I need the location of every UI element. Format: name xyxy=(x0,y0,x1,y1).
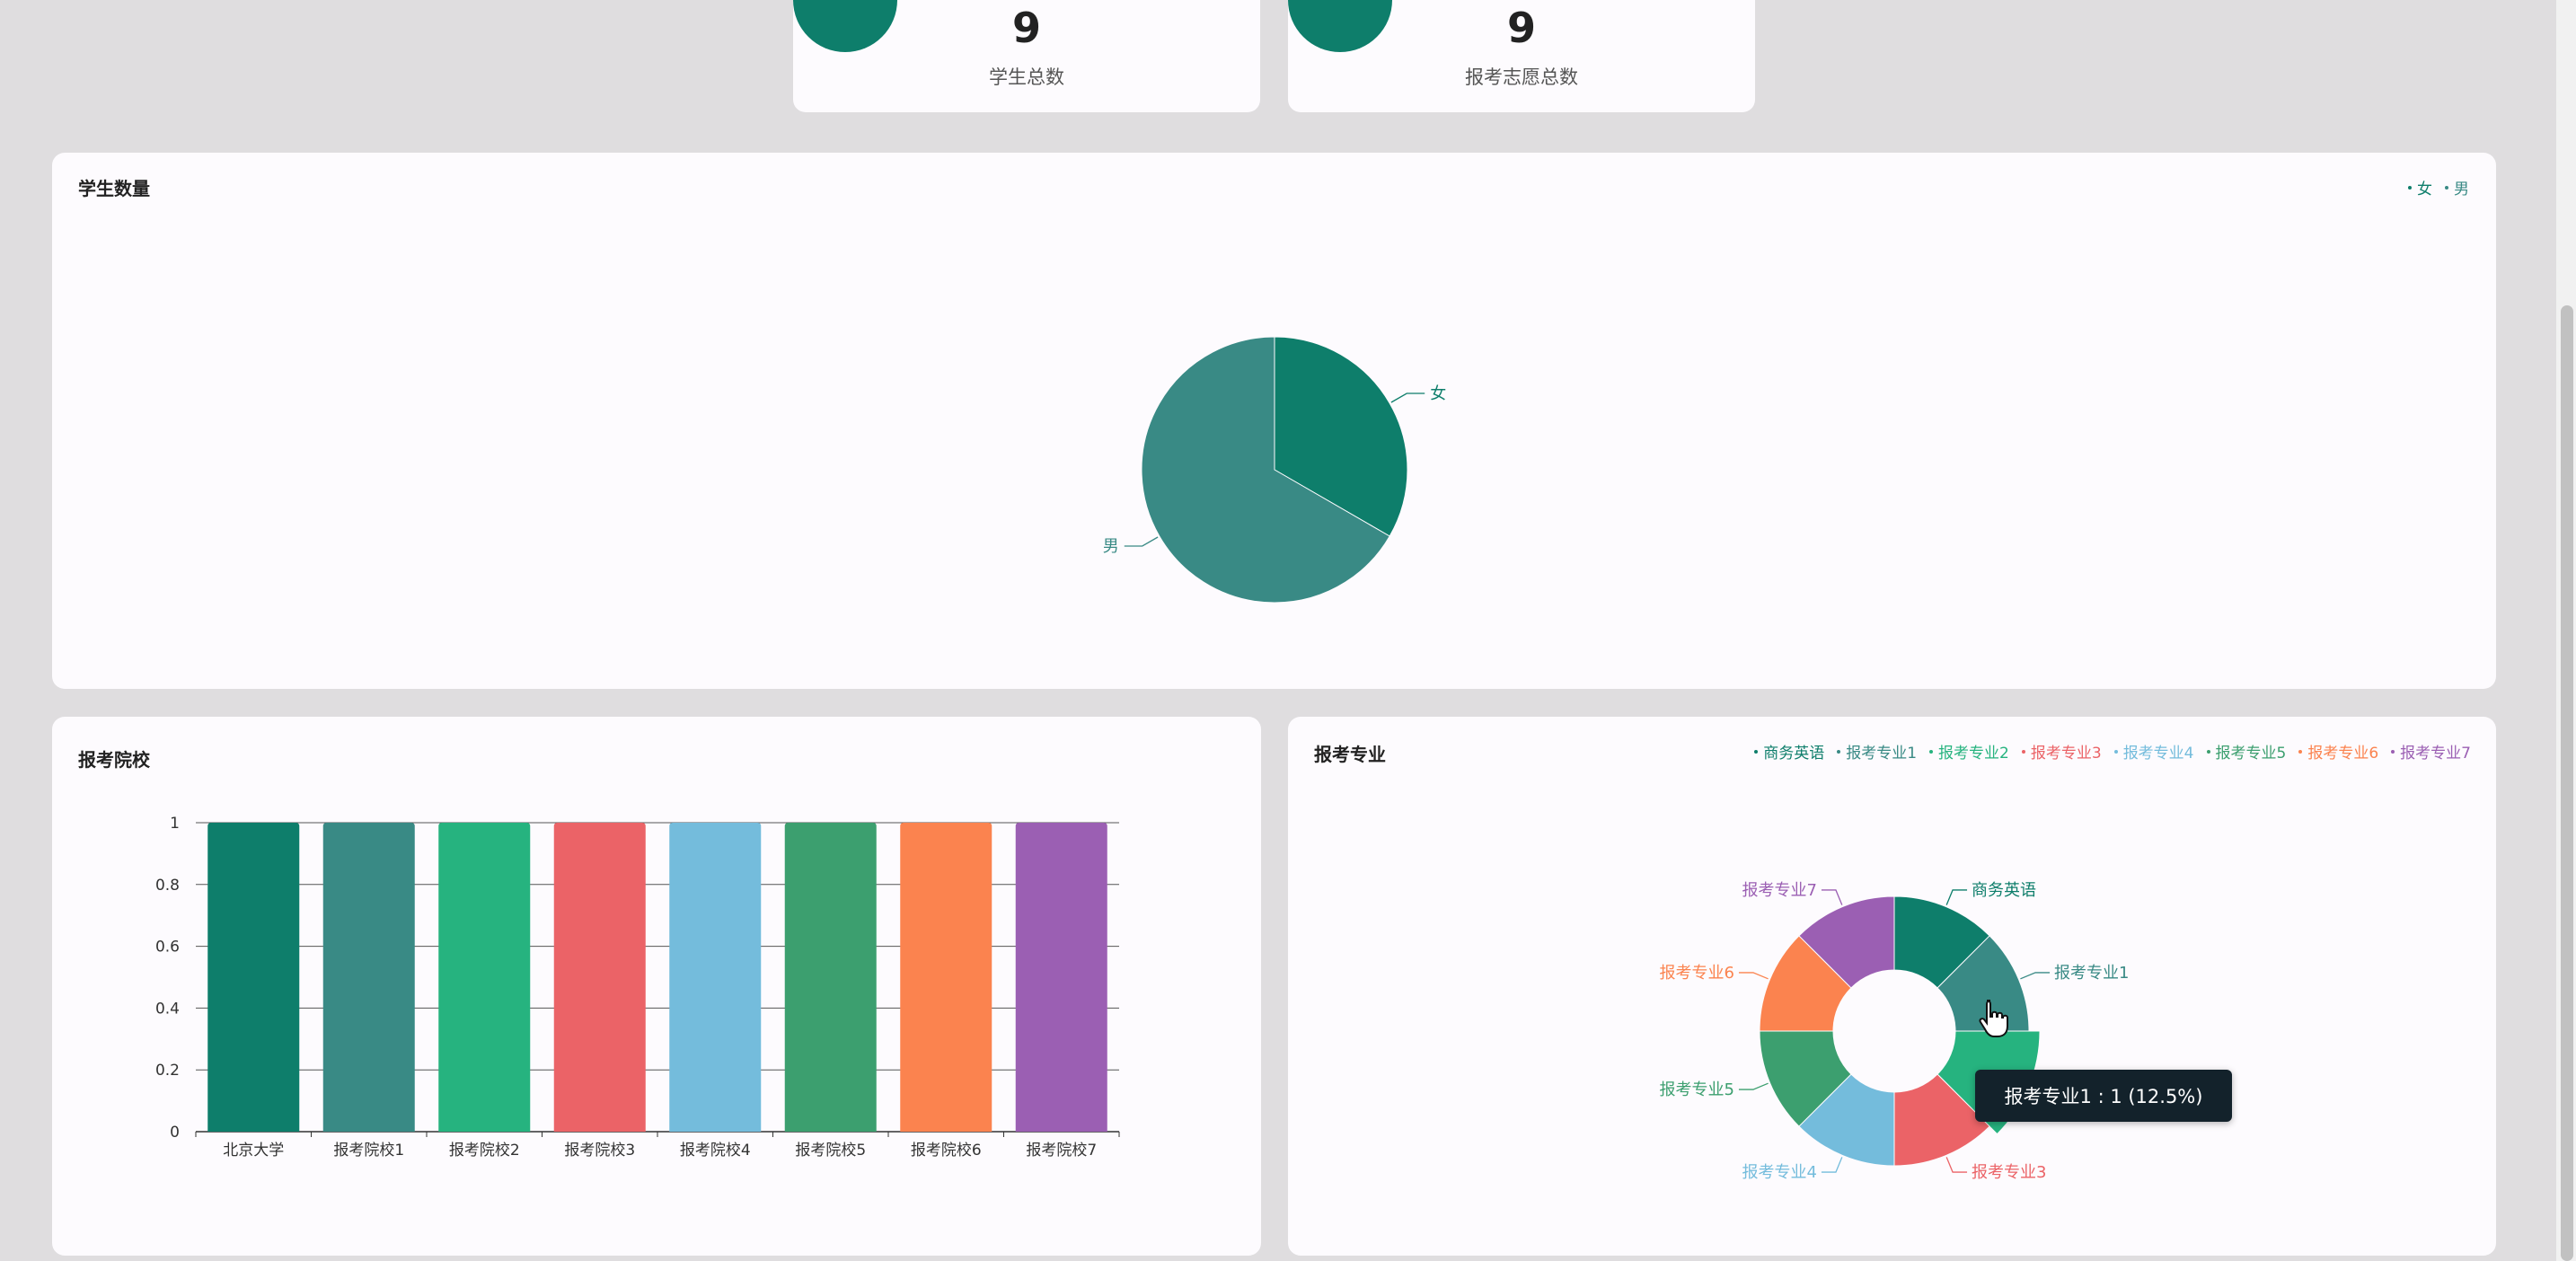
y-tick-label: 1 xyxy=(170,815,180,833)
legend-label: 报考专业4 xyxy=(2122,745,2194,763)
bar[interactable] xyxy=(669,823,762,1132)
school-panel: 报考院校 0 0.2 0.4 0.6 0.8 1 北京大学 报考院校1 报考院校2 报考院校3 报考… xyxy=(52,717,1261,1256)
donut-label: 报考专业4 xyxy=(1742,1163,1816,1182)
donut-label-line xyxy=(1945,889,1968,905)
pie-label-line xyxy=(1124,536,1159,547)
legend-item[interactable]: 报考专业3 xyxy=(2021,740,2102,763)
donut-label-line xyxy=(1821,1157,1843,1173)
bar[interactable] xyxy=(207,823,300,1132)
x-tick-label: 报考院校5 xyxy=(795,1142,866,1160)
legend-item-female[interactable]: 女 xyxy=(2408,176,2432,198)
legend-item[interactable]: 报考专业2 xyxy=(1929,740,2009,763)
legend-dot xyxy=(2113,749,2118,754)
bar[interactable] xyxy=(1015,823,1107,1132)
stat-label: 学生总数 xyxy=(989,66,1064,88)
legend-dot xyxy=(2445,185,2448,190)
legend-item-male[interactable]: 男 xyxy=(2445,176,2469,198)
legend-label: 女 xyxy=(2417,181,2432,198)
stat-value: 9 xyxy=(1011,4,1041,52)
pie-slice[interactable] xyxy=(1274,336,1408,537)
donut-label-line xyxy=(1738,972,1769,980)
pie-label: 男 xyxy=(1103,537,1119,556)
legend-dot xyxy=(1929,749,1934,754)
legend-item[interactable]: 报考专业1 xyxy=(1837,740,1917,763)
bar[interactable] xyxy=(322,823,415,1132)
gender-legend: 女 男 xyxy=(2408,176,2469,198)
stat-card-students: 9 学生总数 xyxy=(793,0,1260,112)
stat-value: 9 xyxy=(1506,4,1536,52)
scrollbar[interactable] xyxy=(2556,0,2576,1261)
major-legend: 商务英语 报考专业1 报考专业2 报考专业3 报考专业4 报考专业5 报考专业6 报考专业7 xyxy=(1754,740,2471,763)
legend-dot xyxy=(2021,749,2025,754)
legend-item[interactable]: 报考专业5 xyxy=(2206,740,2287,763)
chart-tooltip: 报考专业1 : 1 (12.5%) xyxy=(1975,1070,2232,1122)
x-tick-label: 报考院校2 xyxy=(449,1142,520,1160)
stat-card-applications: 9 报考志愿总数 xyxy=(1288,0,1755,112)
gender-pie-chart: 女男 xyxy=(1103,336,1446,604)
donut-slice[interactable] xyxy=(1798,895,1895,989)
x-tick-label: 报考院校6 xyxy=(911,1142,982,1160)
gender-panel: 学生数量 女 男 女男 xyxy=(52,153,2496,689)
panel-title: 报考专业 xyxy=(1314,744,1386,765)
major-panel: 报考专业 商务英语 报考专业1 报考专业2 报考专业3 报考专业4 报考专业5 报考专业6 报… xyxy=(1288,717,2496,1256)
x-tick-label: 报考院校7 xyxy=(1026,1142,1097,1160)
x-tick-label: 报考院校4 xyxy=(680,1142,751,1160)
panel-title: 报考院校 xyxy=(78,749,150,771)
legend-label: 报考专业1 xyxy=(1846,745,1918,763)
donut-label: 报考专业6 xyxy=(1659,964,1734,983)
donut-label-line xyxy=(1821,889,1843,905)
legend-dot xyxy=(2408,185,2412,190)
donut-label: 报考专业7 xyxy=(1742,881,1816,900)
y-tick-label: 0.8 xyxy=(155,877,180,895)
legend-label: 男 xyxy=(2454,181,2469,198)
legend-label: 报考专业5 xyxy=(2215,745,2287,763)
legend-item[interactable]: 报考专业7 xyxy=(2391,740,2471,763)
legend-dot xyxy=(1837,749,1841,754)
donut-label: 报考专业5 xyxy=(1659,1080,1734,1099)
donut-label: 报考专业1 xyxy=(2054,964,2129,983)
legend-label: 商务英语 xyxy=(1763,745,1825,763)
x-tick-label: 报考院校3 xyxy=(564,1142,635,1160)
y-tick-label: 0.4 xyxy=(155,1000,180,1018)
hand-cursor-icon xyxy=(1979,1000,2008,1037)
x-tick-label: 报考院校1 xyxy=(333,1142,404,1160)
legend-label: 报考专业6 xyxy=(2307,745,2379,763)
legend-label: 报考专业7 xyxy=(2400,745,2471,763)
pie-label: 女 xyxy=(1430,384,1446,403)
y-tick-label: 0.2 xyxy=(155,1062,180,1080)
donut-label: 报考专业3 xyxy=(1972,1163,2046,1182)
y-tick-label: 0.6 xyxy=(155,939,180,957)
legend-label: 报考专业3 xyxy=(2030,745,2102,763)
bar[interactable] xyxy=(438,823,531,1132)
stat-label: 报考志愿总数 xyxy=(1465,66,1578,88)
pie-slice[interactable] xyxy=(1141,336,1390,604)
bar[interactable] xyxy=(900,823,992,1132)
pie-label-line xyxy=(1390,392,1425,403)
legend-dot xyxy=(2206,749,2210,754)
legend-dot xyxy=(1754,749,1759,754)
donut-label-line xyxy=(1945,1157,1968,1173)
school-bar-chart: 0 0.2 0.4 0.6 0.8 1 北京大学 报考院校1 报考院校2 报考院校3 报考院校4 报考… xyxy=(155,815,1120,1160)
y-tick-label: 0 xyxy=(170,1124,180,1142)
donut-label: 商务英语 xyxy=(1972,881,2036,900)
bar[interactable] xyxy=(784,823,877,1132)
donut-label-line xyxy=(2020,972,2051,980)
donut-label-line xyxy=(1738,1082,1769,1090)
legend-item[interactable]: 报考专业6 xyxy=(2298,740,2378,763)
panel-title: 学生数量 xyxy=(78,178,150,199)
legend-item[interactable]: 报考专业4 xyxy=(2113,740,2194,763)
legend-label: 报考专业2 xyxy=(1938,745,2009,763)
legend-dot xyxy=(2298,749,2303,754)
scrollbar-thumb[interactable] xyxy=(2561,305,2573,1261)
x-tick-label: 北京大学 xyxy=(223,1142,284,1160)
bar[interactable] xyxy=(553,823,646,1132)
legend-dot xyxy=(2391,749,2395,754)
legend-item[interactable]: 商务英语 xyxy=(1754,740,1824,763)
